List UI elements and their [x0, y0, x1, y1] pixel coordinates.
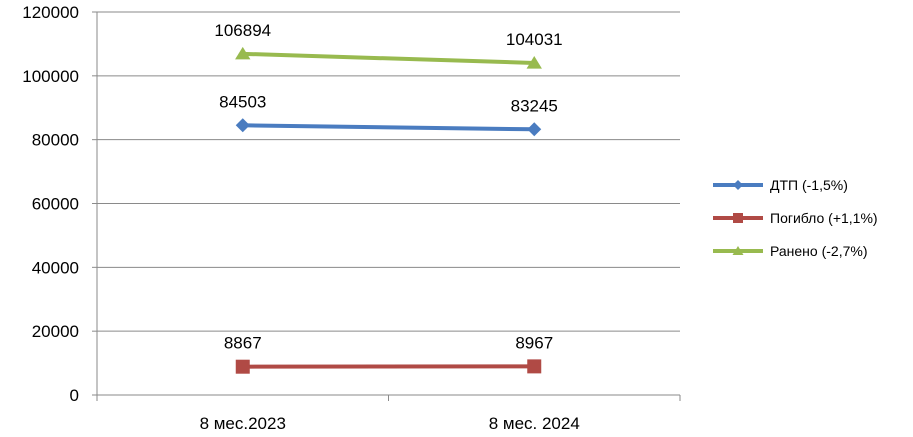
data-point — [235, 118, 250, 133]
series-line — [242, 51, 535, 65]
data-label: 104031 — [506, 30, 563, 49]
y-tick-label: 0 — [70, 386, 79, 405]
data-point — [526, 55, 542, 69]
data-point — [527, 359, 542, 374]
x-axis-tick-labels: 8 мес.2023 8 мес. 2024 — [200, 414, 580, 433]
legend-marker — [732, 246, 744, 255]
legend-label: Погибло (+1,1%) — [770, 210, 878, 226]
gridlines — [97, 11, 680, 332]
y-tick-label: 20000 — [32, 322, 79, 341]
data-label: 84503 — [219, 92, 266, 111]
y-tick-label: 40000 — [32, 258, 79, 277]
data-label: 8867 — [224, 334, 262, 353]
y-tick-label: 120000 — [22, 3, 79, 22]
y-tick-label: 80000 — [32, 131, 79, 150]
series-lines — [235, 46, 542, 374]
data-label: 8967 — [515, 333, 553, 352]
data-point — [235, 46, 251, 60]
y-tick-label: 100000 — [22, 67, 79, 86]
y-tick-label: 60000 — [32, 195, 79, 214]
data-labels: 84503 83245 8867 8967 106894 104031 — [214, 21, 562, 353]
x-tick-label: 8 мес.2023 — [200, 414, 286, 433]
data-label: 83245 — [511, 96, 558, 115]
legend-label: ДТП (-1,5%) — [770, 177, 848, 193]
axes — [92, 11, 681, 401]
y-axis-tick-labels: 0 20000 40000 60000 80000 100000 120000 — [22, 3, 79, 405]
data-point — [235, 359, 250, 374]
data-label: 106894 — [214, 21, 271, 40]
legend-label: Ранено (-2,7%) — [770, 243, 867, 259]
data-point — [527, 122, 542, 137]
series-line — [242, 123, 535, 132]
x-tick-label: 8 мес. 2024 — [489, 414, 580, 433]
legend-marker — [733, 180, 743, 190]
legend: ДТП (-1,5%) Погибло (+1,1%) Ранено (-2,7%) — [713, 177, 878, 259]
legend-marker — [733, 213, 743, 223]
